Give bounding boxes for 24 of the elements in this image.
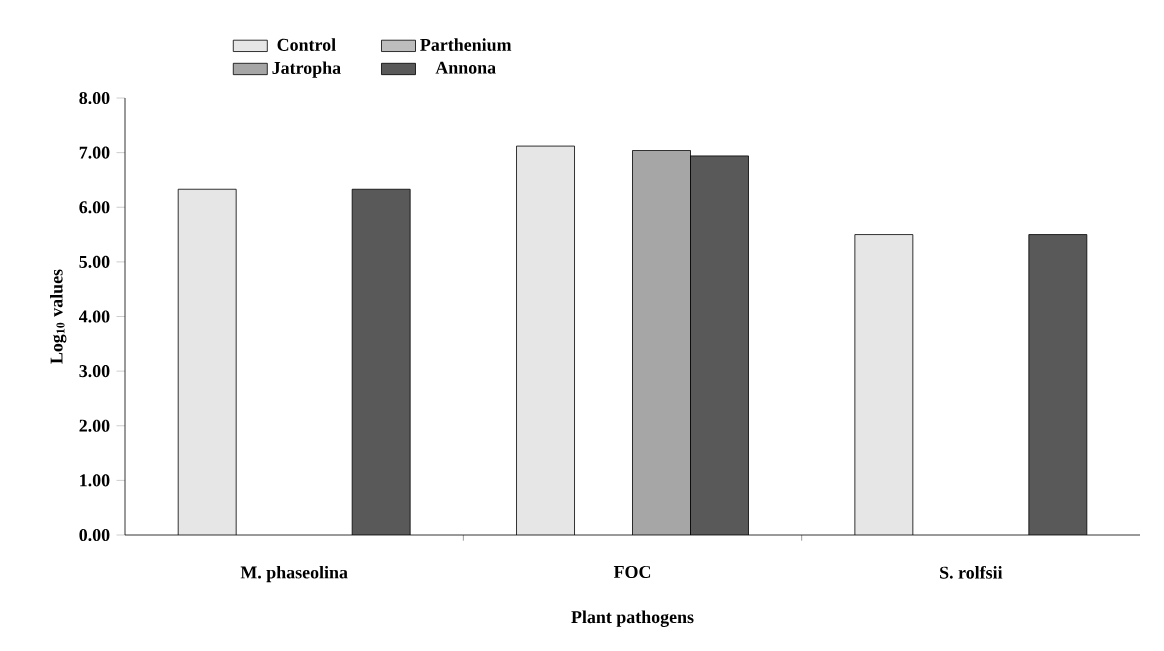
y-tick-label: 2.00 <box>79 419 110 432</box>
y-tick-label: 5.00 <box>79 255 110 268</box>
y-axis-title: Log$_{10}$ values <box>50 269 67 364</box>
legend-label: Parthenium <box>420 38 512 51</box>
x-tick-label: FOC <box>613 565 651 578</box>
legend-label: Annona <box>435 61 496 74</box>
y-tick-label: 6.00 <box>79 201 110 214</box>
bar <box>352 189 411 535</box>
y-tick-label: 3.00 <box>79 365 110 378</box>
y-tick-label: 4.00 <box>78 310 110 323</box>
legend-label: Jatropha <box>272 61 341 78</box>
bar <box>1028 234 1088 535</box>
bar <box>178 189 237 535</box>
x-tick-label: S. rolfsii <box>940 565 1003 579</box>
x-axis-title: Plant pathogens <box>571 610 694 627</box>
y-tick-label: 0.00 <box>79 528 110 542</box>
y-tick-label: 8.00 <box>79 91 110 105</box>
y-tick-label: 1.00 <box>80 474 110 487</box>
x-tick-label: M. phaseolina <box>240 565 348 583</box>
bar <box>854 234 914 535</box>
bar <box>690 155 749 535</box>
bar <box>516 146 575 535</box>
legend-label: Control <box>277 38 336 51</box>
y-tick-label: 7.00 <box>79 146 110 159</box>
